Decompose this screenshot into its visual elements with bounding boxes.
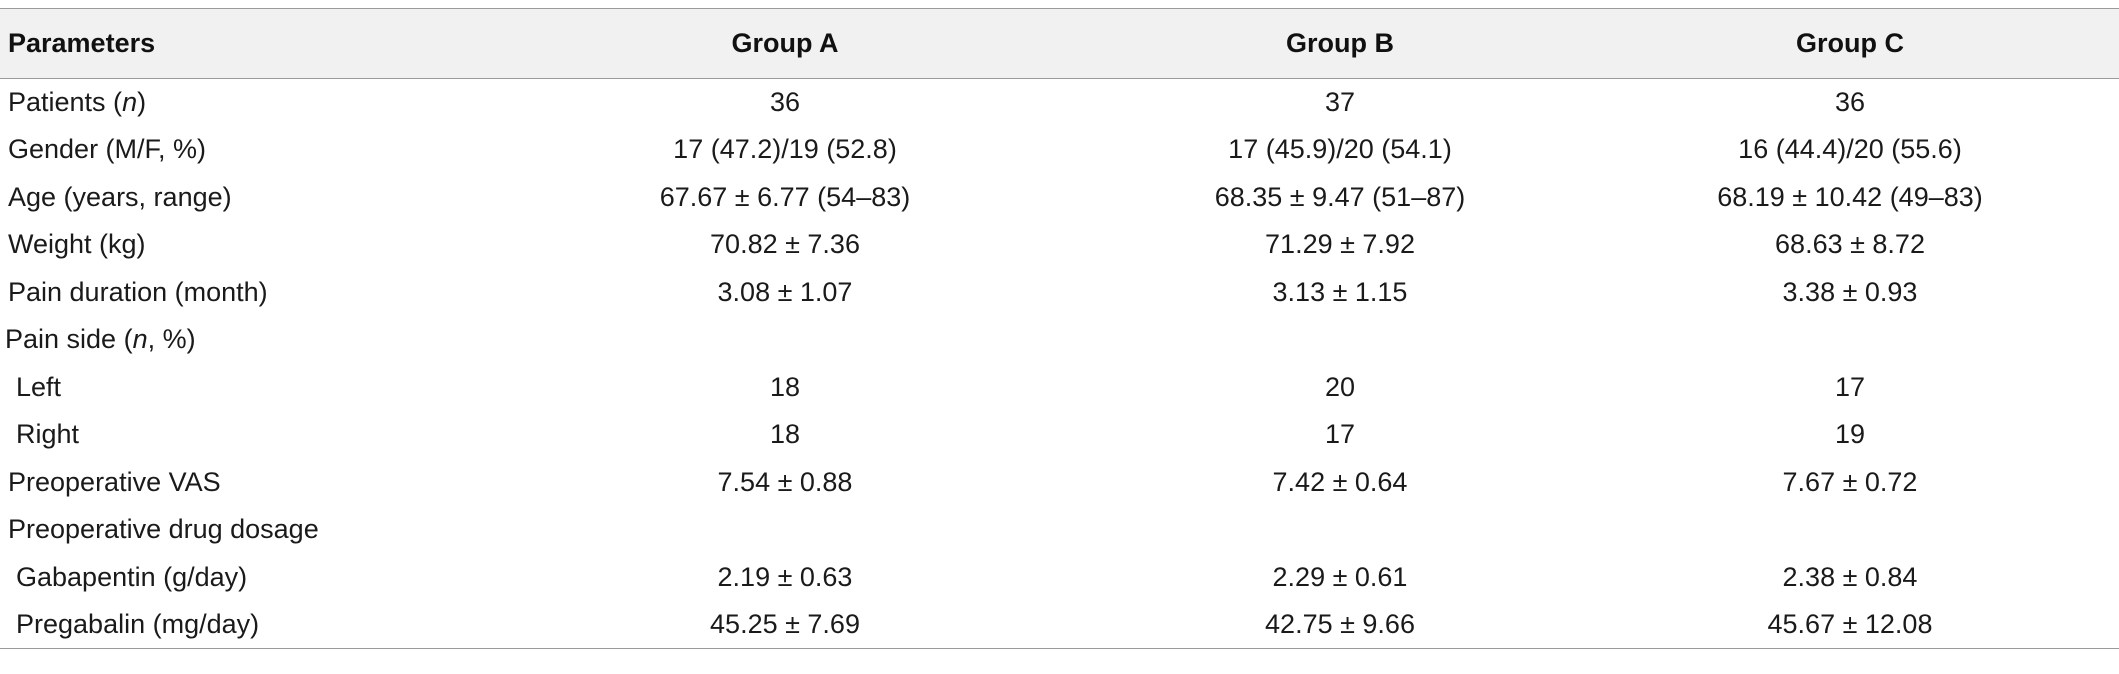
group-c-value: 3.38 ± 0.93 xyxy=(1782,276,1918,307)
row-label-text: Preoperative drug dosage xyxy=(8,514,319,545)
row-label: Right xyxy=(0,411,470,459)
group-a-value: 67.67 ± 6.77 (54–83) xyxy=(659,181,911,212)
row-label-italic: n xyxy=(122,87,138,117)
header-group-b: Group B xyxy=(1100,8,1580,79)
table-header-row: Parameters Group A Group B Group C xyxy=(0,8,2119,79)
row-label-text: Weight (kg) xyxy=(8,229,146,260)
group-b-value xyxy=(1100,506,1580,554)
row-label-italic: n xyxy=(132,324,148,355)
group-c-value: 2.38 ± 0.84 xyxy=(1782,561,1918,592)
table-row: Gabapentin (g/day) 2.19 ± 0.63 2.29 ± 0.61… xyxy=(0,554,2119,602)
row-label: Weight (kg) xyxy=(0,221,470,269)
table-row: Weight (kg) 70.82 ± 7.36 71.29 ± 7.92 68.63… xyxy=(0,221,2119,269)
group-c-value: 7.67 ± 0.72 xyxy=(1782,466,1918,497)
table-row: Preoperative drug dosage xyxy=(0,506,2119,554)
header-parameters: Parameters xyxy=(0,8,470,79)
group-b-value xyxy=(1100,316,1580,364)
group-c-value xyxy=(1580,506,2119,554)
group-c-value xyxy=(1580,316,2119,364)
table-row: Age (years, range) 67.67 ± 6.77 (54–83) 68… xyxy=(0,174,2119,222)
row-label-tail: , %) xyxy=(147,324,196,355)
row-label-text: Left xyxy=(16,371,62,402)
group-c-value: 19 xyxy=(1834,419,1866,450)
patient-parameters-table: Parameters Group A Group B Group C Patie… xyxy=(0,8,2119,649)
group-b-value: 7.42 ± 0.64 xyxy=(1272,466,1408,497)
row-label-text: Patients ( xyxy=(8,87,123,117)
group-a-value: 17 (47.2)/19 (52.8) xyxy=(673,134,897,165)
group-b-value: 71.29 ± 7.92 xyxy=(1265,229,1415,260)
group-c-value: 36 xyxy=(1834,87,1866,117)
table-row: Gender (M/F, %) 17 (47.2)/19 (52.8) 17 (45… xyxy=(0,126,2119,174)
row-label: Pregabalin (mg/day) xyxy=(0,601,470,649)
group-b-value: 3.13 ± 1.15 xyxy=(1272,276,1408,307)
group-a-value: 45.25 ± 7.69 xyxy=(470,601,1100,649)
table-row: Preoperative VAS 7.54 ± 0.88 7.42 ± 0.64 7.… xyxy=(0,459,2119,507)
row-label-text: Pain duration (month) xyxy=(8,276,268,307)
table-row: Pregabalin (mg/day) 45.25 ± 7.69 42.75 ± 9… xyxy=(0,601,2119,649)
group-b-value: 17 (45.9)/20 (54.1) xyxy=(1228,134,1452,165)
group-c-value: 45.67 ± 12.08 xyxy=(1580,601,2119,649)
table-body: Patients (n) 36 37 36 Gender (M/F, %) 17 (47.… xyxy=(0,79,2119,649)
table-row: Pain side (n, %) xyxy=(0,316,2119,364)
group-a-value: 3.08 ± 1.07 xyxy=(717,276,853,307)
group-a-value: 18 xyxy=(769,371,801,402)
table-row: Pain duration (month) 3.08 ± 1.07 3.13 ± 1… xyxy=(0,269,2119,317)
group-c-value: 17 xyxy=(1834,371,1866,402)
row-label-text: Pain side ( xyxy=(5,324,133,355)
group-a-value: 70.82 ± 7.36 xyxy=(710,229,860,260)
group-c-value: 16 (44.4)/20 (55.6) xyxy=(1738,134,1962,165)
table-row: Left 18 20 17 xyxy=(0,364,2119,412)
group-b-value: 42.75 ± 9.66 xyxy=(1100,601,1580,649)
row-label: Gabapentin (g/day) xyxy=(0,554,470,602)
row-label-text: Gabapentin (g/day) xyxy=(16,561,248,592)
group-b-value: 68.35 ± 9.47 (51–87) xyxy=(1214,181,1466,212)
group-a-value xyxy=(470,316,1100,364)
group-a-value: 18 xyxy=(769,419,801,450)
group-b-value: 2.29 ± 0.61 xyxy=(1272,561,1408,592)
row-label: Age (years, range) xyxy=(0,174,470,222)
row-label: Preoperative drug dosage xyxy=(0,506,470,554)
group-b-value: 37 xyxy=(1324,87,1356,117)
row-label: Patients (n) xyxy=(0,79,470,127)
header-group-a: Group A xyxy=(470,8,1100,79)
group-a-value: 2.19 ± 0.63 xyxy=(717,561,853,592)
group-b-value: 17 xyxy=(1324,419,1356,450)
row-label-tail: ) xyxy=(137,87,147,117)
row-label: Pain side (n, %) xyxy=(0,316,470,364)
row-label: Pain duration (month) xyxy=(0,269,470,317)
row-label-text: Pregabalin (mg/day) xyxy=(16,609,260,639)
group-c-value: 68.63 ± 8.72 xyxy=(1775,229,1925,260)
group-a-value: 36 xyxy=(769,87,801,117)
row-label-text: Gender (M/F, %) xyxy=(8,134,207,165)
group-a-value: 7.54 ± 0.88 xyxy=(717,466,853,497)
row-label-text: Age (years, range) xyxy=(8,181,232,212)
group-c-value: 68.19 ± 10.42 (49–83) xyxy=(1717,181,1983,212)
header-group-c: Group C xyxy=(1580,8,2119,79)
row-label-text: Preoperative VAS xyxy=(8,466,221,497)
row-label: Left xyxy=(0,364,470,412)
row-label-text: Right xyxy=(16,419,80,450)
table-row: Patients (n) 36 37 36 xyxy=(0,79,2119,127)
group-a-value xyxy=(470,506,1100,554)
row-label: Gender (M/F, %) xyxy=(0,126,470,174)
group-b-value: 20 xyxy=(1324,371,1356,402)
table-row: Right 18 17 19 xyxy=(0,411,2119,459)
row-label: Preoperative VAS xyxy=(0,459,470,507)
